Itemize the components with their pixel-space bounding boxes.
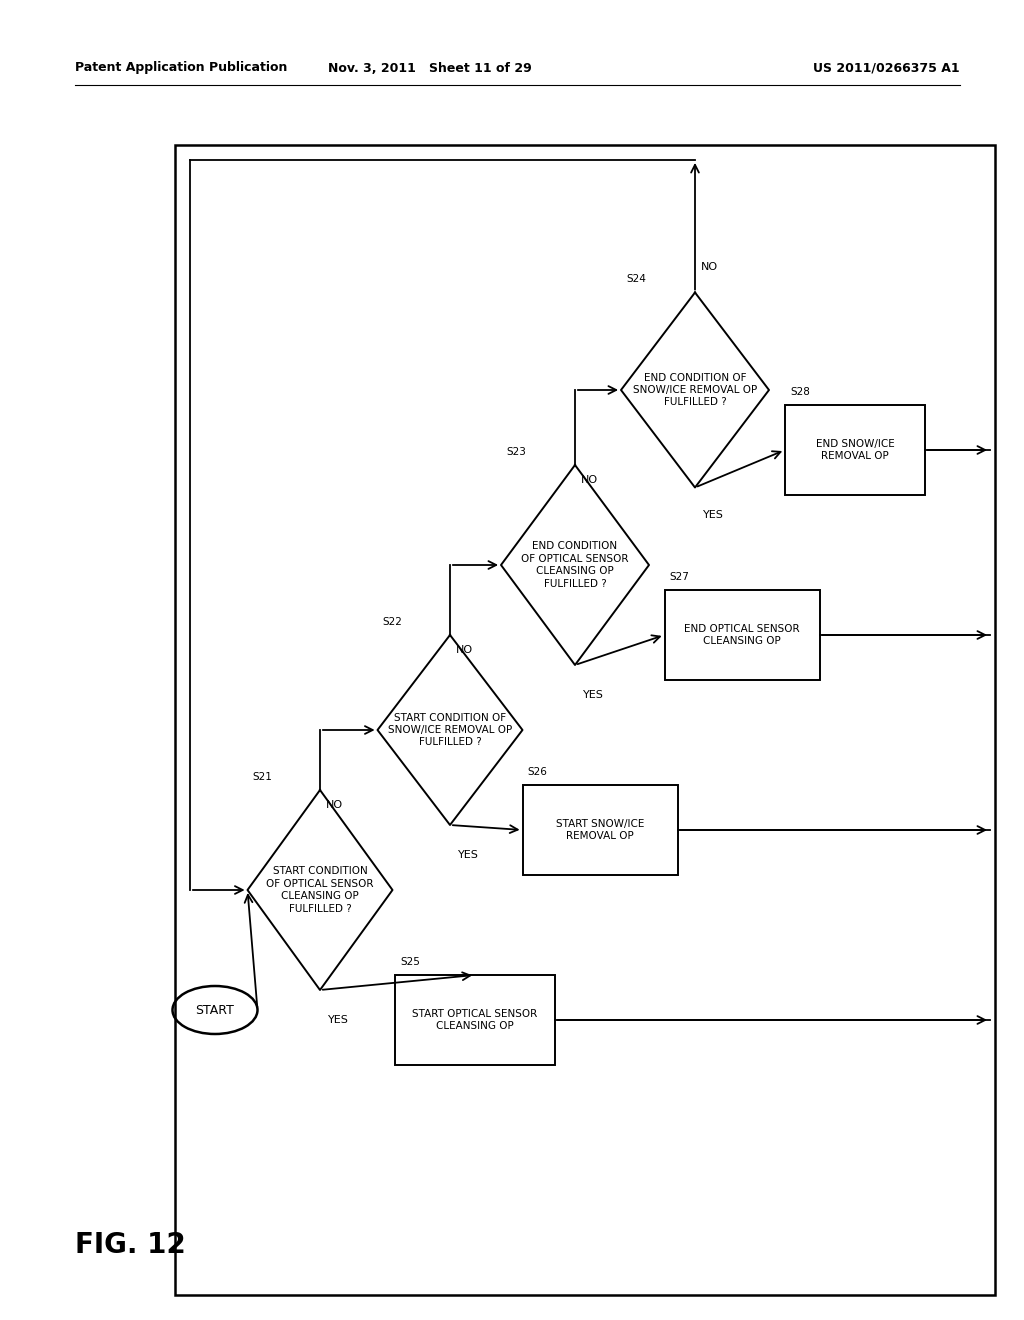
Text: END OPTICAL SENSOR
CLEANSING OP: END OPTICAL SENSOR CLEANSING OP bbox=[684, 624, 800, 647]
Text: END CONDITION OF
SNOW/ICE REMOVAL OP
FULFILLED ?: END CONDITION OF SNOW/ICE REMOVAL OP FUL… bbox=[633, 372, 757, 408]
Text: S26: S26 bbox=[527, 767, 548, 777]
Text: NO: NO bbox=[581, 475, 598, 484]
Bar bbox=[665, 590, 819, 680]
Bar bbox=[785, 405, 925, 495]
Bar bbox=[395, 975, 555, 1065]
Text: START CONDITION
OF OPTICAL SENSOR
CLEANSING OP
FULFILLED ?: START CONDITION OF OPTICAL SENSOR CLEANS… bbox=[266, 866, 374, 913]
Text: NO: NO bbox=[701, 263, 718, 272]
Bar bbox=[175, 145, 995, 1295]
Text: END CONDITION
OF OPTICAL SENSOR
CLEANSING OP
FULFILLED ?: END CONDITION OF OPTICAL SENSOR CLEANSIN… bbox=[521, 541, 629, 589]
Text: START SNOW/ICE
REMOVAL OP: START SNOW/ICE REMOVAL OP bbox=[556, 818, 644, 841]
Text: FIG. 12: FIG. 12 bbox=[75, 1232, 185, 1259]
Text: S22: S22 bbox=[383, 616, 402, 627]
Text: NO: NO bbox=[326, 800, 343, 810]
Text: S28: S28 bbox=[790, 387, 810, 397]
Text: US 2011/0266375 A1: US 2011/0266375 A1 bbox=[813, 62, 961, 74]
Text: Nov. 3, 2011   Sheet 11 of 29: Nov. 3, 2011 Sheet 11 of 29 bbox=[328, 62, 531, 74]
Text: YES: YES bbox=[458, 850, 479, 861]
Bar bbox=[522, 785, 678, 875]
Text: NO: NO bbox=[456, 645, 473, 655]
Text: S27: S27 bbox=[670, 572, 689, 582]
Text: YES: YES bbox=[583, 690, 604, 700]
Text: START CONDITION OF
SNOW/ICE REMOVAL OP
FULFILLED ?: START CONDITION OF SNOW/ICE REMOVAL OP F… bbox=[388, 713, 512, 747]
Text: Patent Application Publication: Patent Application Publication bbox=[75, 62, 288, 74]
Text: S23: S23 bbox=[506, 447, 526, 457]
Text: YES: YES bbox=[703, 511, 724, 520]
Text: S25: S25 bbox=[400, 957, 420, 968]
Text: START OPTICAL SENSOR
CLEANSING OP: START OPTICAL SENSOR CLEANSING OP bbox=[413, 1008, 538, 1031]
Text: S24: S24 bbox=[626, 275, 646, 285]
Text: S21: S21 bbox=[253, 772, 272, 781]
Text: END SNOW/ICE
REMOVAL OP: END SNOW/ICE REMOVAL OP bbox=[816, 438, 894, 461]
Text: YES: YES bbox=[328, 1015, 349, 1026]
Text: START: START bbox=[196, 1003, 234, 1016]
